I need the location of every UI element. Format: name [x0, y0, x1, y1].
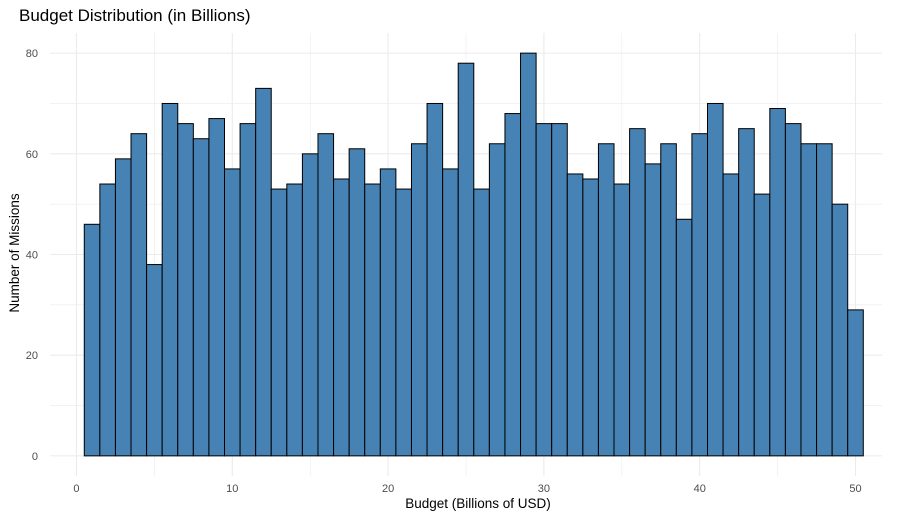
x-tick-label: 40	[694, 483, 706, 495]
histogram-bar	[520, 52, 537, 457]
histogram-bar	[831, 203, 849, 457]
histogram-bar	[629, 128, 646, 457]
histogram-bar	[753, 193, 771, 457]
y-tick-label: 0	[32, 451, 38, 463]
histogram-bar	[270, 188, 288, 457]
histogram-bar	[255, 87, 272, 457]
histogram-bar	[426, 102, 444, 457]
y-tick-label: 60	[26, 149, 38, 161]
histogram-bar	[457, 62, 475, 457]
histogram-bar	[192, 138, 210, 457]
histogram-bar	[224, 168, 241, 457]
histogram-bar	[146, 264, 163, 457]
histogram-bar	[114, 158, 132, 457]
histogram-bar	[816, 143, 833, 457]
histogram-bar	[333, 178, 350, 457]
histogram-bar	[722, 173, 740, 457]
histogram-bar	[551, 123, 568, 457]
histogram-bar	[706, 102, 724, 457]
histogram-bar	[566, 173, 584, 457]
histogram-bar	[177, 123, 194, 457]
histogram-bar	[597, 143, 615, 457]
histogram-bar	[473, 188, 490, 457]
histogram-bar	[644, 163, 662, 457]
histogram-bar	[286, 183, 303, 457]
histogram-bar	[675, 218, 693, 457]
y-tick-label: 80	[26, 48, 38, 60]
histogram-bar	[784, 123, 802, 457]
histogram-bar	[83, 223, 101, 457]
histogram-bar	[847, 309, 864, 457]
histogram-bar	[130, 133, 148, 457]
bars	[83, 52, 864, 457]
histogram-bar	[379, 168, 397, 457]
y-axis-title: Number of Missions	[7, 193, 22, 313]
x-tick-label: 10	[226, 483, 238, 495]
histogram-bar	[99, 183, 116, 457]
histogram-bar	[691, 133, 708, 457]
histogram-bar	[800, 143, 818, 457]
histogram-bar	[410, 143, 428, 457]
histogram-bar	[769, 108, 786, 457]
x-axis-ticks: 0 10 20 30 40 50	[73, 483, 861, 495]
histogram-bar	[582, 178, 599, 457]
y-axis-ticks: 0 20 40 60 80	[26, 48, 38, 463]
y-tick-label: 20	[26, 350, 38, 362]
x-tick-label: 50	[849, 483, 861, 495]
x-axis-title: Budget (Billions of USD)	[405, 496, 551, 511]
histogram-bar	[738, 128, 755, 457]
histogram-bar	[364, 183, 381, 457]
histogram-bar	[239, 123, 257, 457]
histogram-bar	[488, 143, 506, 457]
histogram-bar	[442, 168, 459, 457]
histogram-bar	[348, 148, 366, 457]
histogram-bar	[660, 143, 677, 457]
histogram-bar	[535, 123, 553, 457]
x-tick-label: 0	[73, 483, 79, 495]
x-tick-label: 30	[538, 483, 550, 495]
histogram-bar	[613, 183, 631, 457]
y-tick-label: 40	[26, 250, 38, 262]
x-tick-label: 20	[382, 483, 394, 495]
histogram-bar	[317, 133, 335, 457]
histogram-bar	[161, 102, 179, 457]
chart-title: Budget Distribution (in Billions)	[19, 6, 251, 25]
histogram-bar	[504, 113, 522, 457]
histogram-bar	[208, 118, 226, 457]
histogram-bar	[301, 153, 319, 457]
histogram-bar	[395, 188, 412, 457]
